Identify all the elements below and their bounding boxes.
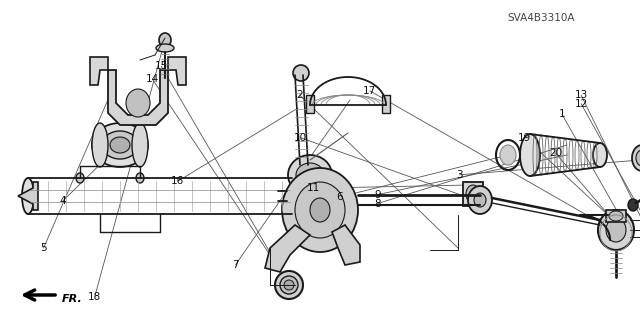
Ellipse shape [102,131,138,159]
Text: SVA4B3310A: SVA4B3310A [507,12,575,23]
Ellipse shape [500,145,516,165]
Ellipse shape [282,168,358,252]
Ellipse shape [110,137,130,153]
Text: 9: 9 [374,189,381,200]
Ellipse shape [92,123,108,167]
Text: 16: 16 [172,176,184,186]
Bar [382,95,390,113]
Ellipse shape [288,155,332,195]
Polygon shape [168,57,186,85]
Ellipse shape [593,143,607,167]
Text: 7: 7 [232,260,239,270]
Text: 10: 10 [294,133,307,143]
Ellipse shape [22,178,34,214]
Text: 5: 5 [40,243,47,253]
Text: 2: 2 [296,90,303,100]
Ellipse shape [126,89,150,117]
Ellipse shape [598,210,634,250]
Text: 6: 6 [336,192,342,202]
Bar [606,210,626,222]
Text: 13: 13 [575,90,588,100]
Ellipse shape [628,199,638,211]
Ellipse shape [606,218,626,242]
Ellipse shape [520,134,540,176]
Ellipse shape [310,198,330,222]
Text: 20: 20 [549,148,562,158]
Text: 8: 8 [374,198,381,209]
Ellipse shape [293,65,309,81]
Polygon shape [18,182,38,210]
Ellipse shape [636,150,640,166]
Ellipse shape [156,44,174,52]
Bar [463,182,483,206]
Ellipse shape [474,193,486,207]
Ellipse shape [295,182,345,238]
Bar [306,95,314,113]
Ellipse shape [466,185,480,203]
Ellipse shape [284,280,294,290]
Text: 4: 4 [60,196,66,206]
Text: 12: 12 [575,99,588,109]
Polygon shape [90,57,108,85]
Text: 18: 18 [88,292,101,302]
Text: 1: 1 [559,109,565,119]
Ellipse shape [468,186,492,214]
Text: 17: 17 [364,86,376,96]
Ellipse shape [132,123,148,167]
Polygon shape [108,70,168,125]
Polygon shape [332,225,360,265]
Text: 19: 19 [518,133,531,143]
Text: 14: 14 [146,74,159,84]
Ellipse shape [609,211,623,221]
Ellipse shape [76,173,84,183]
Text: 3: 3 [456,170,463,180]
Ellipse shape [275,271,303,299]
Ellipse shape [296,163,324,187]
Ellipse shape [280,276,298,294]
Text: 11: 11 [307,183,320,193]
Ellipse shape [632,145,640,171]
Text: 15: 15 [155,61,168,71]
Polygon shape [265,225,310,272]
Ellipse shape [136,173,144,183]
Ellipse shape [159,33,171,47]
Text: FR.: FR. [62,294,83,304]
Ellipse shape [92,123,148,167]
